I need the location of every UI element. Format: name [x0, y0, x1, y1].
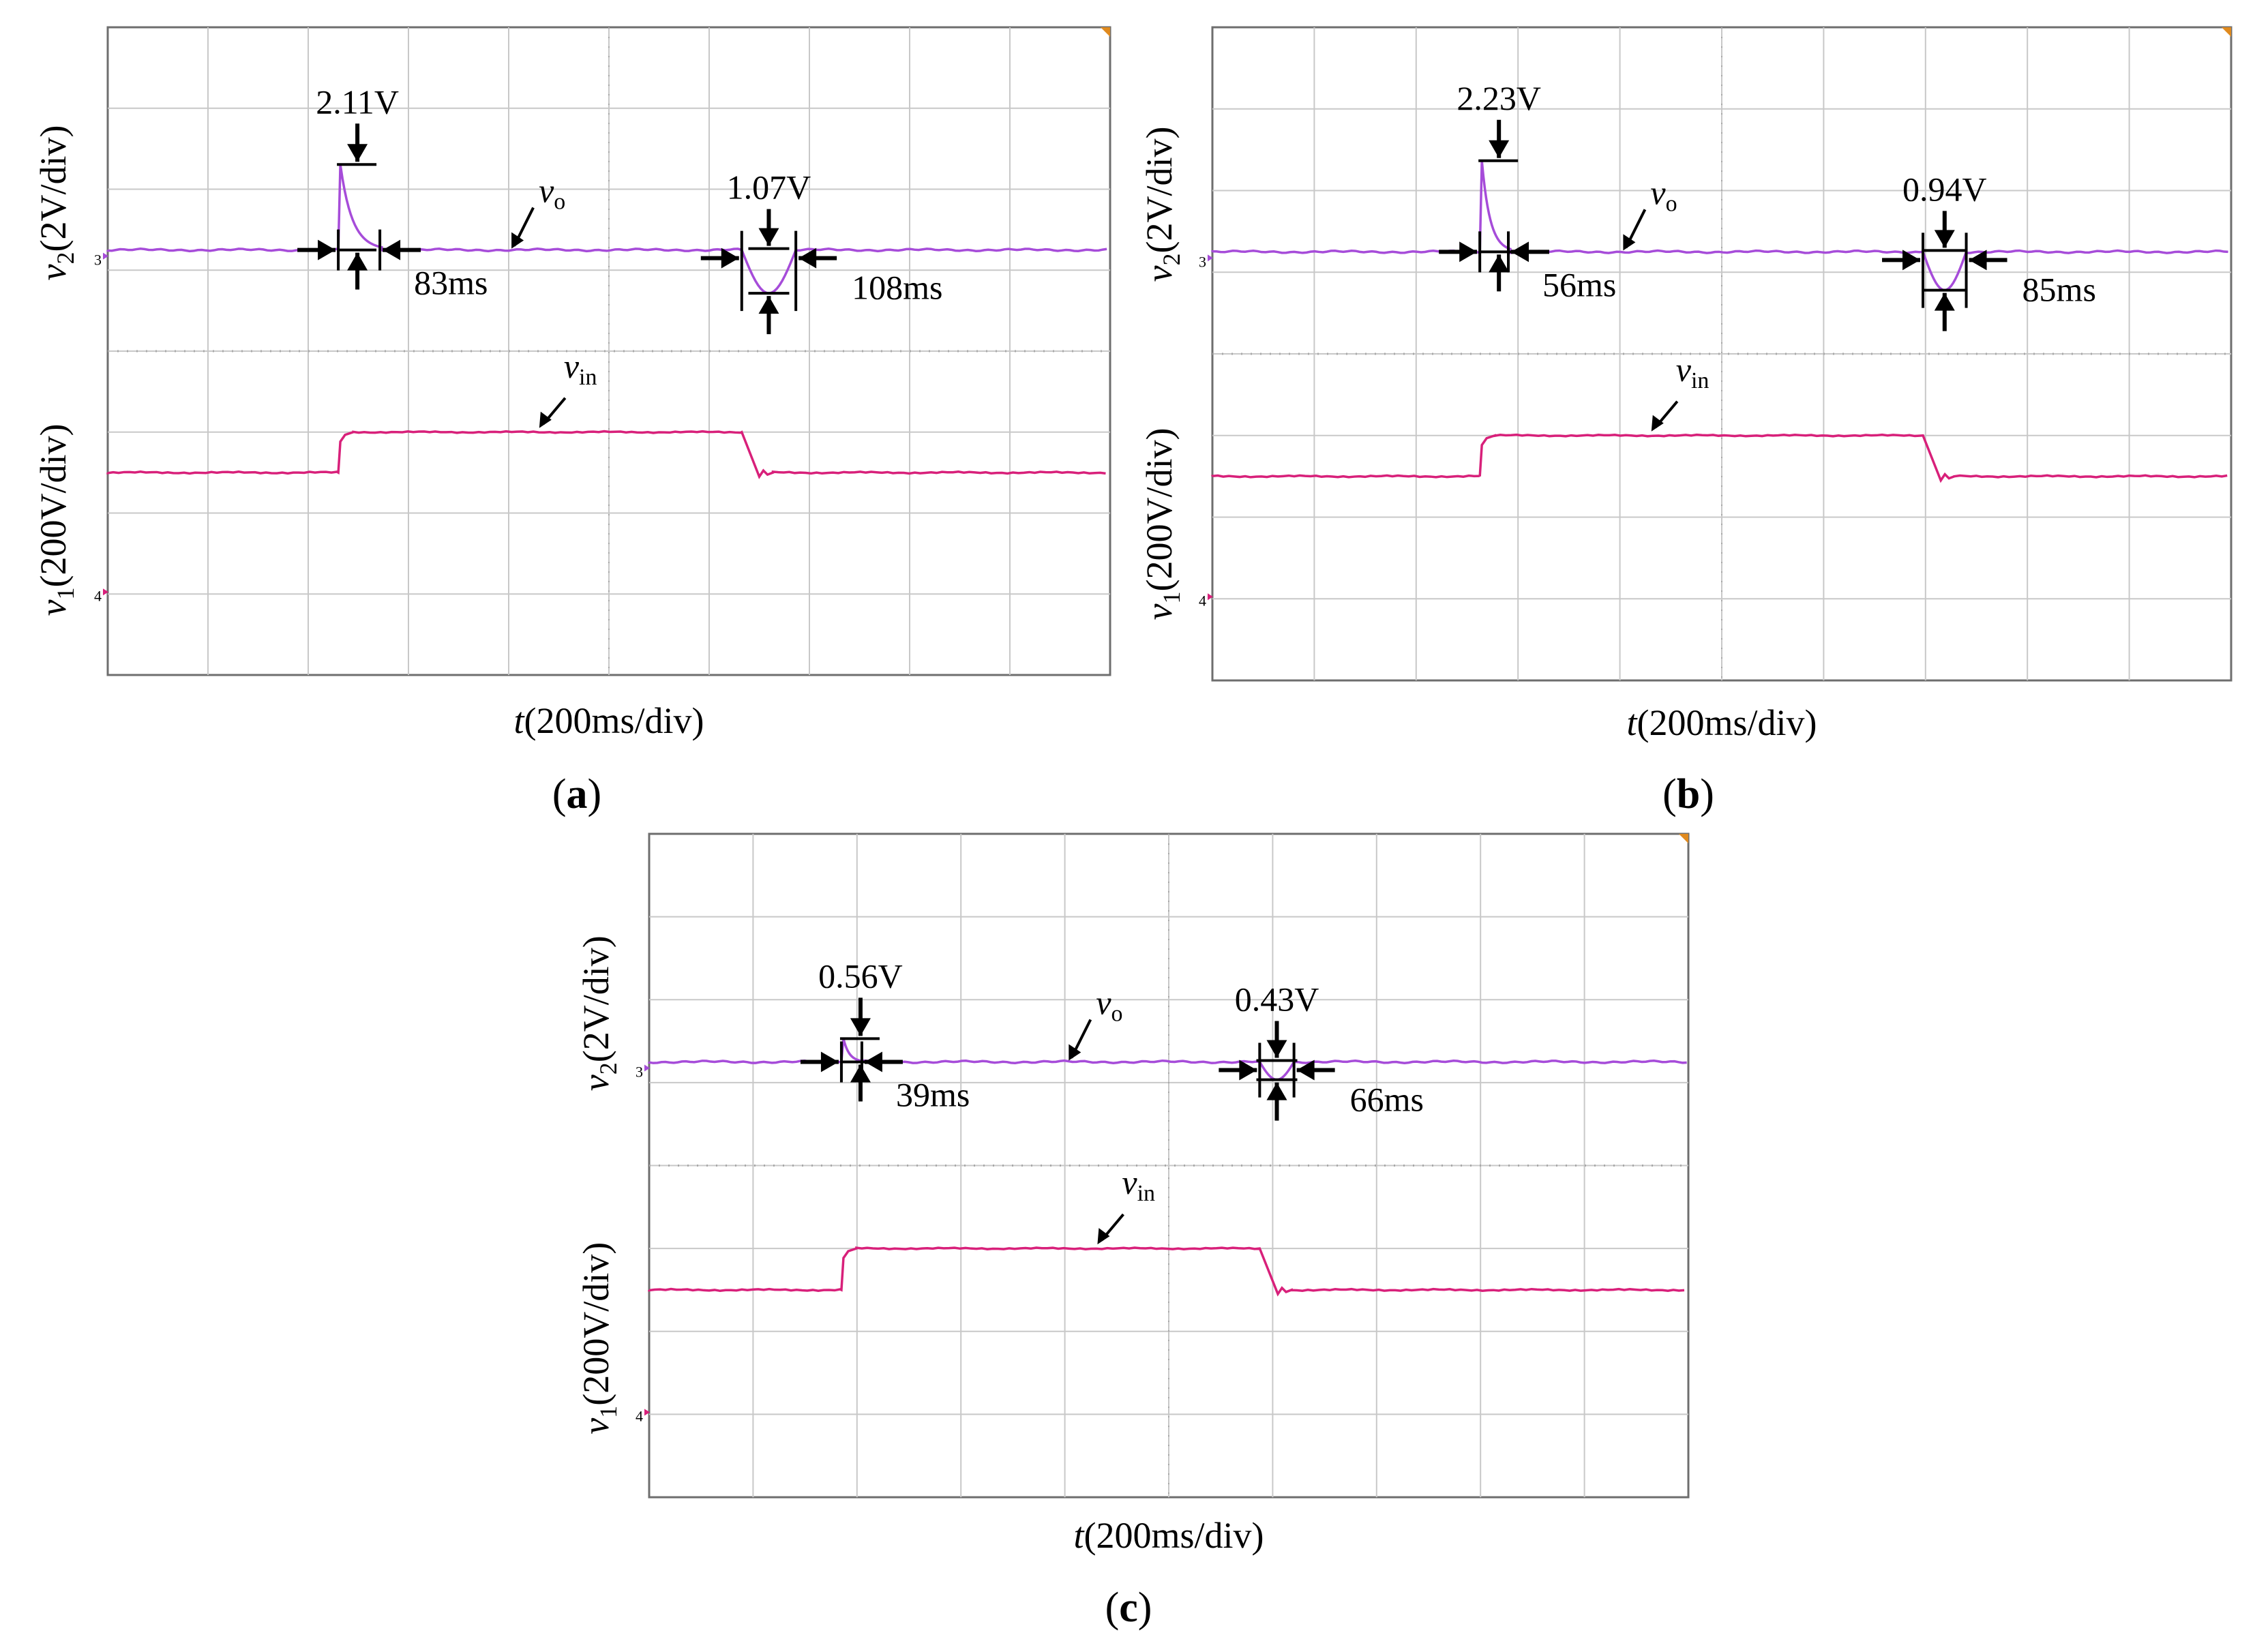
recovery-time-label: 83ms: [414, 264, 488, 302]
y-axis-label-bottom-var: v: [576, 1418, 616, 1435]
panel-label: (c): [1105, 1585, 1152, 1631]
x-axis-label-unit: (200ms/div): [1637, 702, 1817, 743]
vo-label-var: v: [539, 172, 554, 210]
y-axis-label-bottom-var: v: [33, 599, 74, 616]
ch3-marker: 3: [1199, 253, 1206, 270]
y-axis-label-bottom-sub: 1: [1158, 592, 1185, 604]
panel-label: (a): [552, 771, 601, 817]
y-axis-label-bottom-unit: (200V/div): [1139, 428, 1180, 592]
vin-label-sub: in: [1137, 1181, 1155, 1206]
y-axis-label-bottom-unit: (200V/div): [33, 424, 74, 588]
vin-label-var: v: [1122, 1163, 1137, 1201]
vo-label-sub: o: [1666, 191, 1677, 216]
panel-label-open: (: [552, 771, 567, 817]
recovery-time-label: 56ms: [1542, 265, 1616, 303]
ch3-marker: 3: [636, 1063, 643, 1080]
panel-label-close: ): [1700, 771, 1714, 817]
y-axis-label-top: v2(2V/div): [1139, 127, 1185, 282]
y-axis-label-top-unit: (2V/div): [1139, 127, 1180, 254]
recovery-time-label: 66ms: [1350, 1080, 1424, 1118]
y-axis-label-bottom: v1(200V/div): [1139, 428, 1185, 620]
dip-voltage-label: 1.07V: [727, 168, 811, 207]
vo-label-sub: o: [554, 190, 565, 215]
y-axis-label-bottom: v1(200V/div): [33, 424, 79, 616]
figure-canvas: 342.11V83ms1.07V108msvovint(200ms/div)v2…: [0, 0, 2255, 1652]
y-axis-label-top-sub: 2: [1158, 254, 1185, 266]
recovery-time-label: 108ms: [852, 269, 942, 307]
y-axis-label-bottom-var: v: [1139, 603, 1180, 620]
y-axis-label-top-unit: (2V/div): [576, 935, 616, 1062]
vo-label-var: v: [1650, 173, 1666, 211]
panel-label-close: ): [588, 771, 602, 817]
x-axis-label: t(200ms/div): [1626, 702, 1817, 743]
y-axis-label-top-var: v: [576, 1075, 616, 1091]
y-axis-label-top-sub: 2: [52, 252, 79, 265]
x-axis-label: t(200ms/div): [1073, 1515, 1264, 1556]
panel-label-open: (: [1105, 1585, 1120, 1631]
peak-voltage-label: 2.11V: [316, 82, 399, 121]
x-axis-label-unit: (200ms/div): [1084, 1515, 1264, 1556]
y-axis-label-top-var: v: [1139, 265, 1180, 282]
y-axis-label-top-sub: 2: [595, 1062, 622, 1075]
recovery-time-label: 85ms: [2022, 270, 2096, 308]
peak-voltage-label: 2.23V: [1457, 79, 1541, 117]
y-axis-label-top: v2(2V/div): [33, 125, 79, 281]
peak-voltage-label: 0.56V: [818, 957, 903, 995]
x-axis-label: t(200ms/div): [513, 700, 704, 741]
ch4-marker: 4: [636, 1407, 643, 1424]
vin-label-sub: in: [1691, 368, 1709, 393]
panel-b: 342.23V56ms0.94V85msvovint(200ms/div)v2(…: [1139, 27, 2231, 817]
panel-label-letter: b: [1677, 771, 1700, 817]
y-axis-label-bottom-sub: 1: [52, 588, 79, 600]
vin-label-var: v: [1676, 350, 1692, 389]
vin-label-var: v: [564, 347, 580, 385]
ch4-marker: 4: [94, 587, 102, 604]
panel-label-letter: c: [1119, 1585, 1138, 1631]
y-axis-label-bottom-sub: 1: [595, 1406, 622, 1418]
y-axis-label-bottom-unit: (200V/div): [576, 1242, 616, 1406]
dip-voltage-label: 0.43V: [1235, 980, 1319, 1018]
ch3-marker: 3: [94, 252, 102, 269]
x-axis-label-unit: (200ms/div): [524, 700, 704, 741]
panel-a: 342.11V83ms1.07V108msvovint(200ms/div)v2…: [33, 27, 1110, 817]
y-axis-label-top-var: v: [33, 264, 74, 280]
panel-label-close: ): [1138, 1585, 1152, 1631]
ch4-marker: 4: [1199, 592, 1206, 609]
recovery-time-label: 39ms: [896, 1075, 970, 1113]
vo-label-sub: o: [1111, 1001, 1123, 1026]
vo-label-var: v: [1096, 983, 1111, 1021]
panel-label-letter: a: [567, 771, 588, 817]
panel-c: 340.56V39ms0.43V66msvovint(200ms/div)v2(…: [576, 834, 1688, 1631]
panel-label-open: (: [1662, 771, 1677, 817]
vin-label-sub: in: [579, 365, 597, 390]
y-axis-label-top: v2(2V/div): [576, 935, 622, 1091]
panel-label: (b): [1662, 771, 1714, 817]
dip-voltage-label: 0.94V: [1902, 170, 1987, 208]
y-axis-label-bottom: v1(200V/div): [576, 1242, 622, 1435]
y-axis-label-top-unit: (2V/div): [33, 125, 74, 252]
